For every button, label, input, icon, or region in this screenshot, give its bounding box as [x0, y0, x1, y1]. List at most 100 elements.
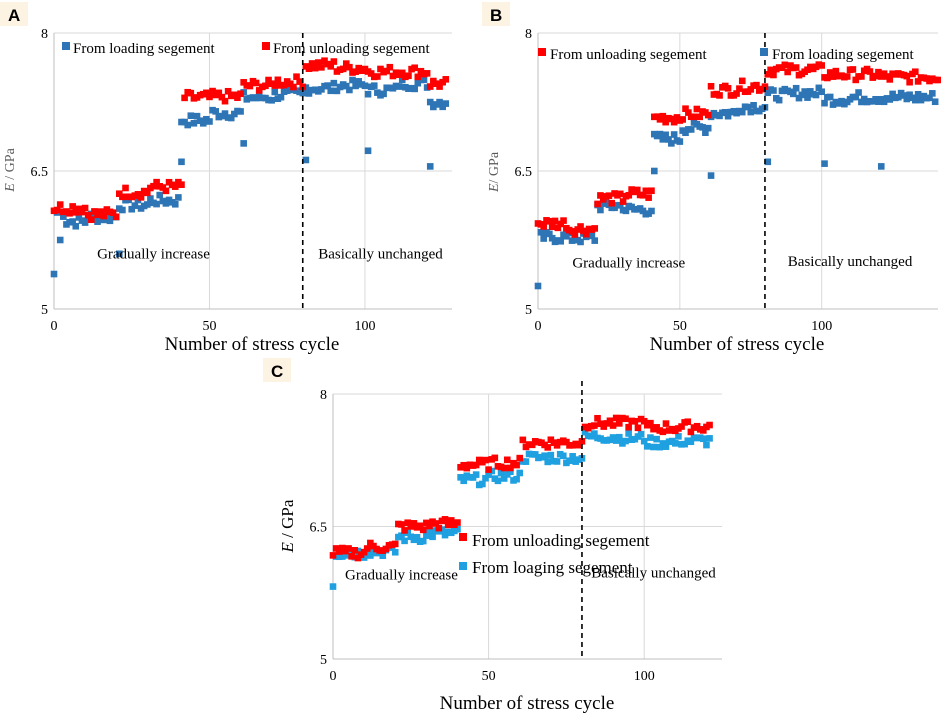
data-point	[494, 477, 502, 485]
data-point	[330, 58, 338, 65]
data-point	[280, 81, 288, 89]
data-point	[597, 192, 604, 199]
data-point	[843, 73, 851, 80]
data-point	[143, 201, 151, 208]
annotation-gradually-increase: Gradually increase	[572, 256, 685, 272]
data-point	[625, 423, 632, 431]
panel-a: A 0 50 100 5 6.5 8 Number of stress cycle E / GP…	[0, 2, 452, 355]
data-point	[640, 417, 648, 425]
data-point	[581, 428, 589, 436]
data-point	[631, 418, 639, 425]
data-point	[770, 71, 777, 79]
data-point	[153, 200, 160, 208]
data-point	[500, 475, 508, 482]
panel-letter: C	[271, 362, 283, 381]
data-point	[912, 96, 919, 104]
data-point	[252, 94, 260, 102]
data-point	[171, 183, 179, 190]
data-point	[934, 76, 941, 84]
data-point	[374, 73, 381, 80]
data-point	[115, 250, 123, 258]
data-point	[775, 96, 783, 104]
data-point	[889, 90, 896, 98]
data-point	[659, 112, 667, 120]
data-point	[894, 93, 902, 101]
data-point	[454, 525, 461, 533]
data-point	[767, 66, 774, 74]
data-point	[274, 76, 282, 84]
data-point	[426, 522, 433, 530]
data-point	[150, 182, 157, 190]
data-point	[335, 548, 343, 555]
data-point	[704, 124, 712, 132]
y-tick-label: 5	[41, 303, 48, 318]
data-point	[410, 520, 418, 527]
data-point	[648, 207, 655, 215]
data-point	[577, 223, 584, 230]
data-point	[426, 163, 434, 170]
x-tick-label: 0	[330, 669, 337, 684]
data-point	[122, 184, 129, 192]
data-point	[656, 443, 664, 451]
data-point	[193, 112, 201, 120]
data-point	[131, 202, 139, 209]
data-point	[815, 84, 823, 92]
data-point	[900, 92, 908, 99]
data-point	[299, 89, 307, 97]
data-point	[914, 78, 922, 85]
y-tick-label: 8	[41, 27, 48, 42]
data-point	[401, 527, 408, 534]
data-point	[591, 225, 599, 232]
data-point	[546, 218, 553, 225]
data-point	[544, 458, 552, 466]
data-point	[622, 207, 630, 215]
data-point	[413, 533, 421, 541]
data-point	[419, 537, 427, 545]
data-point	[724, 85, 732, 92]
data-point	[662, 118, 669, 126]
panel-letter: B	[490, 6, 502, 25]
data-point	[612, 437, 620, 444]
data-point	[491, 454, 499, 462]
data-point	[650, 443, 657, 451]
data-point	[426, 83, 434, 90]
legend-label: From unloading segement	[550, 47, 707, 63]
data-point	[411, 85, 418, 93]
data-point	[903, 72, 911, 80]
data-point	[540, 235, 547, 242]
data-point	[824, 74, 831, 82]
data-point	[764, 158, 772, 166]
data-point	[679, 116, 686, 123]
data-point	[386, 63, 394, 71]
x-tick-label: 100	[811, 319, 832, 334]
data-point	[346, 86, 353, 94]
data-point	[479, 480, 486, 488]
panel-letter-background	[482, 2, 510, 26]
data-point	[877, 163, 885, 170]
x-tick-label: 50	[482, 669, 496, 684]
data-point	[858, 73, 865, 80]
series-unloading	[534, 61, 941, 238]
data-point	[594, 200, 601, 208]
data-point	[137, 194, 145, 201]
data-point	[380, 90, 387, 98]
data-point	[625, 191, 633, 199]
data-point	[171, 200, 179, 208]
data-point	[577, 238, 584, 246]
data-point	[181, 94, 188, 102]
data-point	[575, 441, 583, 449]
data-point	[503, 456, 511, 464]
legend-marker	[262, 42, 270, 50]
data-point	[608, 199, 616, 207]
y-tick-label: 5	[320, 653, 327, 668]
data-point	[472, 461, 480, 469]
legend-label: From unloading segement	[472, 531, 650, 550]
data-point	[914, 90, 922, 98]
data-point	[855, 89, 862, 96]
data-point	[647, 419, 654, 427]
data-point	[849, 66, 857, 73]
data-point	[500, 464, 508, 472]
data-point	[724, 112, 732, 120]
data-point	[348, 553, 355, 560]
